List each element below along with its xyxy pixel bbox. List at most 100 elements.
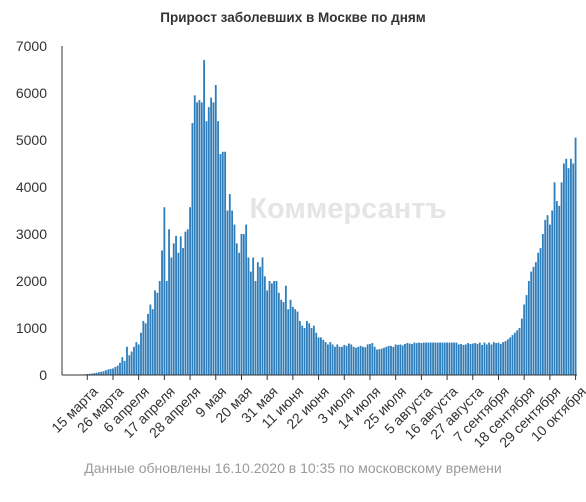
bar-212: [558, 205, 561, 375]
bar-13: [93, 373, 96, 375]
bar-156: [427, 342, 430, 375]
bar-184: [492, 342, 495, 375]
bar-186: [497, 342, 500, 375]
bar-53: [186, 229, 189, 375]
bar-180: [483, 342, 486, 375]
bar-73: [233, 224, 236, 375]
bar-65: [214, 85, 217, 375]
bar-91: [275, 281, 278, 375]
bar-191: [509, 337, 512, 375]
bar-94: [282, 302, 285, 375]
bar-52: [184, 231, 187, 375]
bar-59: [200, 102, 203, 376]
bar-129: [364, 347, 367, 375]
bar-75: [238, 252, 241, 375]
bar-132: [371, 343, 374, 375]
bar-192: [511, 335, 514, 375]
bar-23: [116, 365, 119, 375]
bar-100: [296, 311, 299, 375]
bar-155: [425, 342, 427, 375]
bar-213: [560, 182, 563, 375]
bar-218: [572, 163, 575, 375]
y-axis-labels: 0 1000 2000 3000 4000 5000 6000 7000: [16, 38, 47, 383]
y-tick-label-1000: 1000: [16, 320, 47, 336]
bar-151: [415, 343, 418, 375]
bar-141: [392, 346, 395, 375]
bar-95: [284, 285, 287, 375]
bar-201: [532, 266, 535, 375]
bar-12: [91, 373, 93, 375]
bar-34: [142, 320, 145, 375]
bar-181: [485, 344, 488, 375]
bar-139: [387, 345, 390, 375]
bar-145: [401, 345, 404, 375]
bar-157: [429, 342, 432, 375]
bar-102: [301, 325, 304, 375]
bar-205: [541, 234, 544, 375]
bar-87: [266, 290, 269, 375]
bar-153: [420, 343, 423, 375]
bar-196: [520, 318, 523, 375]
bar-175: [471, 343, 474, 375]
bar-182: [488, 342, 491, 375]
bar-204: [539, 248, 542, 375]
bar-103: [303, 328, 306, 375]
bar-64: [212, 102, 215, 376]
bar-179: [481, 344, 484, 375]
bar-197: [523, 304, 526, 375]
bar-11: [88, 373, 91, 375]
bar-114: [329, 342, 332, 375]
watermark: Коммерсантъ: [249, 193, 446, 225]
bar-147: [406, 343, 409, 375]
bar-125: [355, 347, 357, 375]
bar-41: [158, 281, 161, 375]
bar-168: [455, 342, 458, 375]
bar-107: [312, 325, 315, 375]
bar-203: [537, 252, 540, 375]
bar-162: [441, 342, 444, 375]
y-tick-label-3000: 3000: [16, 226, 47, 242]
bar-216: [567, 168, 570, 375]
bar-149: [411, 343, 413, 375]
bar-146: [404, 343, 406, 375]
bar-167: [453, 342, 455, 375]
bar-26: [123, 360, 126, 375]
bar-209: [551, 210, 554, 375]
bar-178: [478, 342, 481, 375]
bar-25: [121, 357, 124, 375]
bar-27: [126, 346, 128, 375]
bar-123: [350, 344, 353, 375]
bar-138: [385, 346, 388, 375]
bar-49: [177, 252, 180, 375]
bar-76: [240, 234, 243, 375]
bar-190: [506, 339, 509, 375]
bar-158: [432, 342, 434, 375]
bar-17: [102, 371, 105, 375]
bar-22: [114, 367, 117, 375]
bar-121: [345, 345, 348, 375]
bar-173: [467, 343, 470, 375]
bar-28: [128, 355, 131, 375]
bar-45: [168, 229, 170, 375]
bar-160: [436, 342, 439, 375]
bar-136: [380, 348, 383, 375]
bar-144: [399, 344, 402, 375]
bar-106: [310, 328, 313, 375]
bar-42: [161, 250, 163, 375]
bar-131: [369, 343, 371, 375]
bar-88: [268, 281, 271, 375]
bar-20: [109, 368, 112, 375]
bar-69: [224, 151, 227, 375]
bar-99: [294, 309, 297, 375]
bar-164: [446, 342, 448, 375]
bar-171: [462, 344, 465, 375]
bar-80: [249, 271, 252, 375]
bar-82: [254, 281, 257, 375]
bar-96: [287, 309, 290, 375]
bar-163: [443, 342, 446, 375]
bar-177: [476, 343, 479, 375]
bar-79: [247, 257, 250, 375]
bar-148: [408, 343, 411, 375]
bar-30: [133, 346, 135, 375]
